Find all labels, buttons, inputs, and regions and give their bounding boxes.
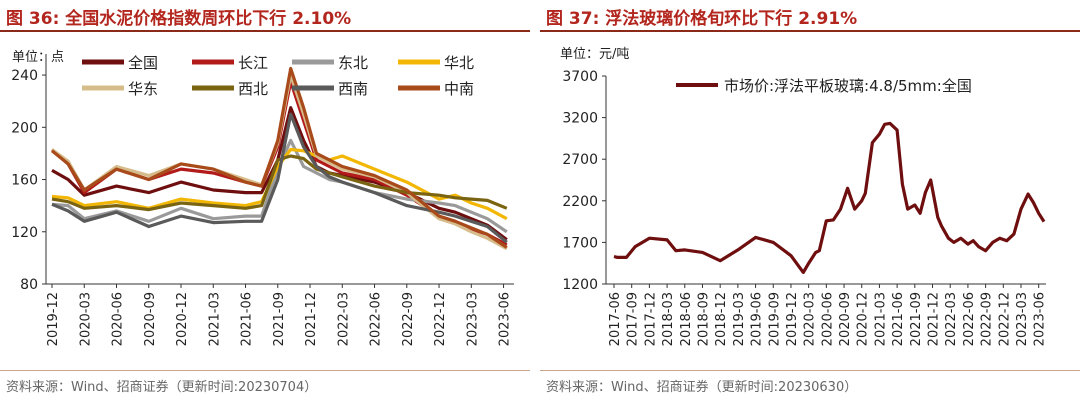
x-tick-label: 2020-06 <box>111 292 126 346</box>
y-tick-label: 120 <box>11 225 38 241</box>
x-tick-label: 2021-06 <box>891 292 906 346</box>
x-tick-label: 2019-12 <box>785 292 800 346</box>
y-tick-label: 200 <box>11 120 38 136</box>
y-tick-label: 160 <box>11 173 38 189</box>
x-tick-label: 2020-12 <box>856 292 871 346</box>
x-tick-label: 2018-09 <box>696 292 711 346</box>
x-tick-label: 2018-03 <box>661 292 676 346</box>
x-tick-label: 2022-09 <box>401 292 416 346</box>
x-tick-label: 2021-03 <box>873 292 888 346</box>
series-line <box>51 112 508 244</box>
x-tick-label: 2017-09 <box>626 292 641 346</box>
y-tick-label: 1700 <box>562 235 598 251</box>
legend-label: 长江 <box>238 54 268 72</box>
unit-label: 单位：元/吨 <box>560 47 630 62</box>
x-tick-label: 2020-12 <box>175 292 190 346</box>
cement-price-chart: 80 120 160 200 240 2019-12 2020-03 2020-06 2020-… <box>11 54 514 346</box>
x-tick-label: 2022-03 <box>336 292 351 346</box>
x-tick-label: 2018-06 <box>679 292 694 346</box>
legend-label: 中南 <box>444 80 474 98</box>
x-tick-label: 2021-03 <box>207 292 222 346</box>
y-tick-label: 3700 <box>562 69 598 85</box>
title-divider <box>540 30 1080 32</box>
series-line <box>51 154 508 212</box>
x-tick-label: 2019-09 <box>767 292 782 346</box>
x-tick-label: 2019-06 <box>750 292 765 346</box>
legend-label: 西南 <box>338 80 368 98</box>
footer-divider <box>0 370 530 371</box>
y-tick-label: 80 <box>20 277 38 293</box>
footer-divider <box>540 370 1080 371</box>
legend-label: 全国 <box>128 54 158 72</box>
legend-label: 华东 <box>128 80 158 98</box>
series-line <box>51 138 508 234</box>
figure-title: 图 36: 全国水泥价格指数周环比下行 2.10% <box>6 9 352 29</box>
cement-figure-panel: 图 36: 全国水泥价格指数周环比下行 2.10% 单位：点 80 120 160 2… <box>0 0 530 400</box>
series-line <box>613 121 1046 274</box>
title-divider <box>0 30 530 32</box>
x-tick-label: 2018-12 <box>714 292 729 346</box>
x-tick-label: 2023-03 <box>1015 292 1030 346</box>
x-tick-label: 2020-06 <box>820 292 835 346</box>
y-tick-label: 3200 <box>562 111 598 127</box>
source-note: 资料来源：Wind、招商证券（更新时间:20230630） <box>546 380 858 395</box>
x-tick-label: 2022-06 <box>369 292 384 346</box>
x-tick-label: 2021-12 <box>304 292 319 346</box>
x-tick-label: 2020-03 <box>78 292 93 346</box>
x-tick-label: 2022-12 <box>433 292 448 346</box>
figure-title: 图 37: 浮法玻璃价格旬环比下行 2.91% <box>546 9 858 29</box>
x-tick-label: 2022-03 <box>944 292 959 346</box>
series-line <box>51 73 508 251</box>
x-tick-label: 2021-06 <box>240 292 255 346</box>
x-tick-label: 2023-06 <box>498 292 513 346</box>
glass-figure-panel: 图 37: 浮法玻璃价格旬环比下行 2.91% 单位：元/吨 1200 1700 2… <box>540 0 1080 400</box>
x-tick-label: 2022-09 <box>980 292 995 346</box>
x-tick-label: 2020-09 <box>838 292 853 346</box>
x-tick-label: 2017-12 <box>643 292 658 346</box>
legend-label: 西北 <box>238 80 268 98</box>
x-tick-label: 2023-06 <box>1033 292 1048 346</box>
x-tick-label: 2022-06 <box>962 292 977 346</box>
unit-label: 单位：点 <box>12 50 65 65</box>
x-tick-label: 2020-09 <box>143 292 158 346</box>
legend-label: 华北 <box>444 54 474 72</box>
x-tick-label: 2021-12 <box>927 292 942 346</box>
source-note: 资料来源：Wind、招商证券（更新时间:20230704） <box>6 380 318 395</box>
y-tick-label: 1200 <box>562 277 598 293</box>
legend-label: 东北 <box>338 54 368 72</box>
x-tick-label: 2019-12 <box>46 292 61 346</box>
x-tick-label: 2021-09 <box>272 292 287 346</box>
y-tick-label: 2200 <box>562 194 598 210</box>
x-tick-label: 2017-06 <box>608 292 623 346</box>
x-tick-label: 2019-03 <box>732 292 747 346</box>
x-tick-label: 2023-03 <box>465 292 480 346</box>
y-tick-label: 2700 <box>562 152 598 168</box>
legend-label: 市场价:浮法平板玻璃:4.8/5mm:全国 <box>724 77 972 95</box>
x-tick-label: 2022-12 <box>997 292 1012 346</box>
x-tick-label: 2020-03 <box>803 292 818 346</box>
x-tick-label: 2021-09 <box>909 292 924 346</box>
y-tick-label: 240 <box>11 68 38 84</box>
series-line <box>51 106 508 241</box>
